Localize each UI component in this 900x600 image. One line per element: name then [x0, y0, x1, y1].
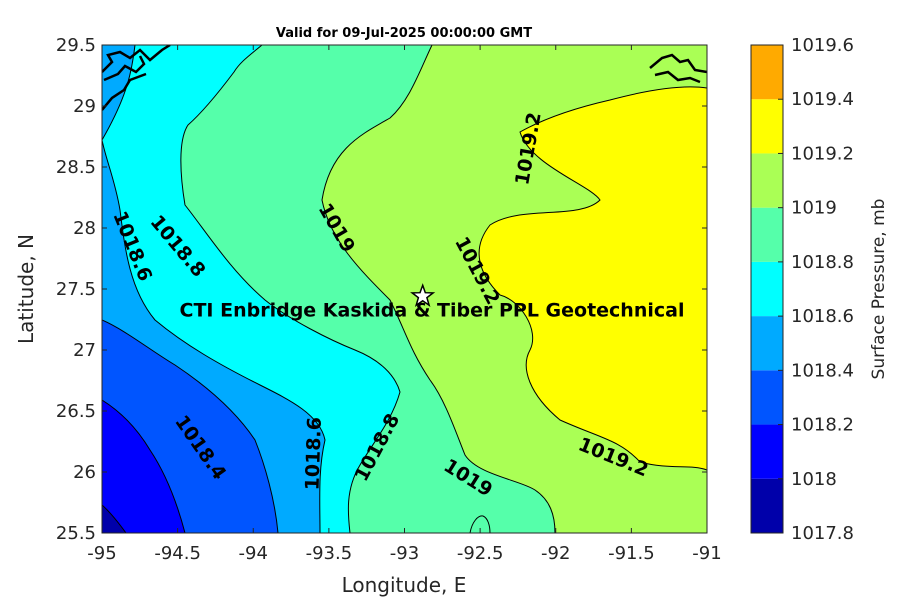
x-tick-label: -93: [390, 543, 419, 564]
y-tick-label: 29: [73, 96, 96, 117]
colorbar-tick-label: 1018.8: [791, 252, 854, 273]
colorbar-tick-label: 1019: [791, 198, 837, 219]
y-tick-label: 29.5: [56, 35, 96, 56]
coastline: [102, 45, 707, 111]
x-tick-label: -91: [692, 543, 721, 564]
site-annotation-label: CTI Enbridge Kaskida & Tiber PPL Geotech…: [180, 299, 685, 321]
colorbar-tick-label: 1019.2: [791, 143, 854, 164]
colorbar-tick-label: 1019.4: [791, 89, 854, 110]
colorbar-label: Surface Pressure, mb: [869, 199, 889, 380]
colorbar-segment: [751, 316, 783, 371]
y-axis: 25.5 26 26.5 27 27.5 28 28.5 29 29.5: [56, 35, 707, 544]
colorbar-segment: [751, 99, 783, 154]
x-axis-label: Longitude, E: [342, 573, 467, 597]
y-tick-label: 28: [73, 218, 96, 239]
x-tick-label: -95: [87, 543, 116, 564]
colorbar-segment: [751, 478, 783, 533]
colorbar-frame: [750, 44, 784, 534]
colorbar-tick-label: 1018: [791, 469, 837, 490]
colorbar-tick-label: 1018.6: [791, 306, 854, 327]
contour-label: 1018.6: [301, 417, 326, 491]
band-1017.8-to-1018: [102, 504, 127, 533]
colorbar-tick-label: 1018.4: [791, 360, 854, 381]
y-tick-label: 28.5: [56, 157, 96, 178]
x-tick-label: -94.5: [154, 543, 201, 564]
y-tick-label: 27.5: [56, 279, 96, 300]
x-tick-label: -92: [541, 543, 570, 564]
band-1018-to-1018.2: [102, 399, 186, 533]
colorbar-segment: [751, 370, 783, 425]
y-tick-label: 26.5: [56, 401, 96, 422]
colorbar-segment: [751, 207, 783, 262]
colorbar: 1017.8 1018 1018.2 1018.4 1018.6 1018.8 1019 10…: [750, 35, 854, 544]
y-tick-label: 26: [73, 462, 96, 483]
site-annotation: CTI Enbridge Kaskida & Tiber PPL Geotech…: [180, 283, 685, 321]
x-tick-label: -94: [239, 543, 268, 564]
band-1019.2-to-1019.4: [478, 86, 707, 471]
x-tick-label: -93.5: [306, 543, 353, 564]
colorbar-segment: [751, 424, 783, 479]
chart-title: Valid for 09-Jul-2025 00:00:00 GMT: [276, 26, 532, 41]
contour-plot-area: [102, 45, 707, 533]
y-axis-label: Latitude, N: [14, 234, 38, 344]
y-tick-label: 25.5: [56, 523, 96, 544]
colorbar-tick-label: 1018.2: [791, 415, 854, 436]
colorbar-segment: [751, 45, 783, 100]
y-tick-label: 27: [73, 340, 96, 361]
small-bulge-1018.8: [469, 515, 491, 533]
site-star-marker: [410, 283, 436, 308]
colorbar-segment: [751, 261, 783, 317]
colorbar-tick-label: 1019.6: [791, 35, 854, 56]
colorbar-tick-label: 1017.8: [791, 523, 854, 544]
x-axis: -95 -94.5 -94 -93.5 -93 -92.5 -92 -91.5 -91: [87, 45, 722, 564]
x-tick-label: -92.5: [457, 543, 504, 564]
colorbar-segment: [751, 153, 783, 208]
x-tick-label: -91.5: [608, 543, 655, 564]
